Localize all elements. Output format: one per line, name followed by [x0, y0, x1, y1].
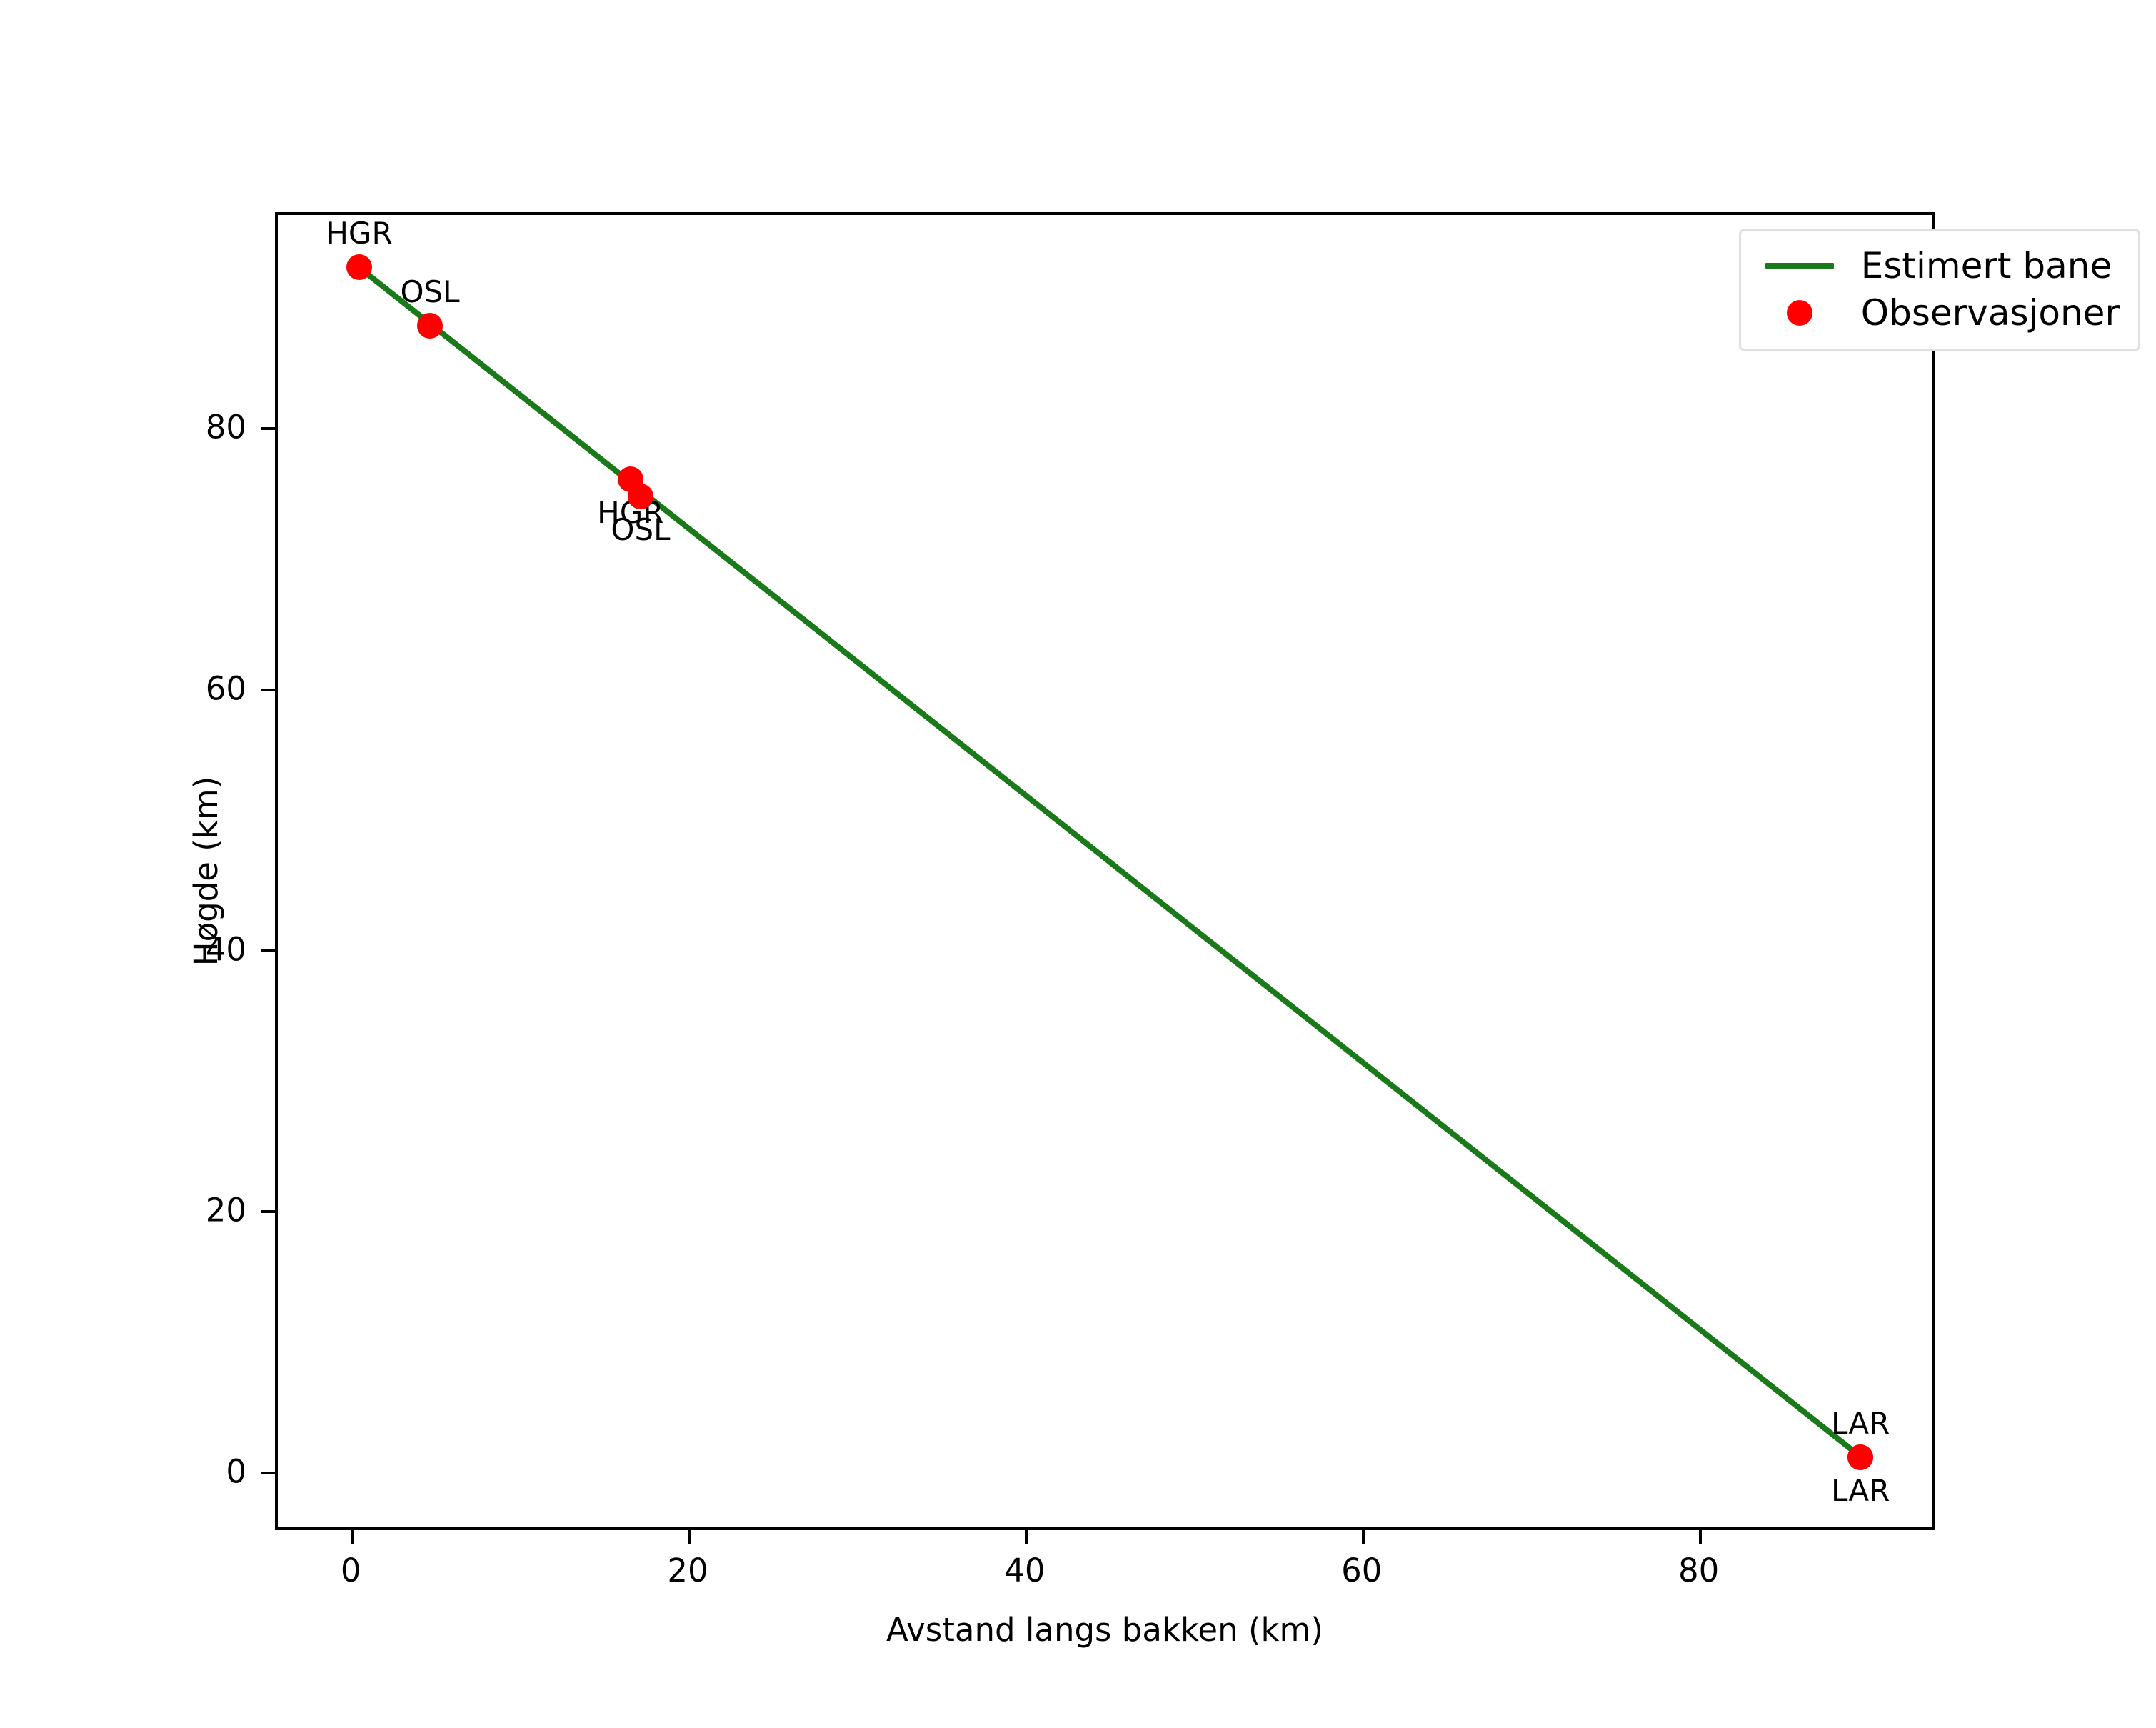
y-axis-tick-label: 60	[205, 669, 246, 708]
observation-point-label: OSL	[611, 512, 671, 548]
y-axis-label: Høgde (km)	[187, 776, 225, 967]
chart-legend[interactable]: Estimert bane Observasjoner	[1738, 229, 2140, 351]
y-axis-tick	[261, 427, 275, 431]
observation-point-label: HGR	[326, 215, 393, 251]
x-axis-tick-label: 80	[1678, 1552, 1720, 1589]
observation-point[interactable]	[346, 254, 372, 280]
trajectory-line	[359, 266, 1861, 1458]
legend-line-swatch	[1757, 263, 1842, 269]
legend-entry-label: Observasjoner	[1860, 292, 2120, 334]
x-axis-tick	[688, 1530, 691, 1544]
plot-svg	[359, 266, 1861, 1458]
y-axis-tick	[261, 949, 275, 953]
x-axis-tick-label: 40	[1004, 1552, 1046, 1589]
y-axis-tick-label: 80	[205, 408, 246, 446]
observation-point-label: OSL	[400, 274, 460, 309]
x-axis-tick	[1361, 1530, 1365, 1544]
x-axis-tick-label: 20	[667, 1552, 708, 1589]
y-axis-tick	[261, 1471, 275, 1474]
x-axis-tick	[1024, 1530, 1028, 1544]
plot-axes-frame	[275, 212, 1935, 1530]
observation-point-label: LAR	[1831, 1472, 1890, 1508]
observation-point[interactable]	[1847, 1444, 1874, 1470]
legend-entry-label: Estimert bane	[1860, 245, 2112, 286]
legend-entry-estimert-bane[interactable]: Estimert bane	[1757, 242, 2120, 289]
x-axis-tick	[1698, 1530, 1702, 1544]
observation-point[interactable]	[417, 312, 443, 339]
observation-point[interactable]	[627, 484, 653, 510]
legend-dot-swatch	[1757, 300, 1842, 326]
observation-point-label: LAR	[1831, 1405, 1890, 1441]
y-axis-tick-label: 20	[205, 1191, 246, 1229]
x-axis-tick-label: 0	[340, 1552, 361, 1589]
x-axis-tick	[351, 1530, 354, 1544]
y-axis-tick	[261, 1210, 275, 1214]
y-axis-tick-label: 0	[226, 1452, 246, 1491]
legend-entry-observasjoner[interactable]: Observasjoner	[1757, 289, 2120, 336]
y-axis-tick	[261, 688, 275, 691]
plot-surface	[278, 215, 1932, 1527]
x-axis-tick-label: 60	[1341, 1552, 1383, 1589]
y-axis-tick-label: 40	[205, 930, 246, 969]
x-axis-label: Avstand langs bakken (km)	[886, 1611, 1323, 1649]
